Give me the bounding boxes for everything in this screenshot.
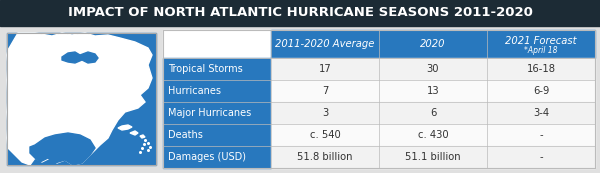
Bar (7, 33, 156, 165)
Text: *April 18: *April 18 (524, 46, 558, 55)
Bar (0, 0, 600, 26)
Bar (163, 124, 271, 146)
Text: c. 430: c. 430 (418, 130, 448, 140)
Text: 2020: 2020 (420, 39, 446, 49)
Text: c. 540: c. 540 (310, 130, 340, 140)
Text: 30: 30 (427, 64, 439, 74)
Bar (163, 30, 595, 168)
Text: 7: 7 (322, 86, 328, 96)
Bar (163, 146, 271, 168)
Bar (487, 58, 595, 80)
Text: 6: 6 (430, 108, 436, 118)
Text: 13: 13 (427, 86, 439, 96)
Bar (271, 80, 379, 102)
Bar (487, 80, 595, 102)
Bar (4, 30, 159, 168)
Text: 6-9: 6-9 (533, 86, 549, 96)
Text: Hurricanes: Hurricanes (168, 86, 221, 96)
Bar (271, 30, 595, 58)
Bar (7, 33, 156, 165)
Text: 3: 3 (322, 108, 328, 118)
Bar (163, 58, 271, 80)
Bar (379, 124, 487, 146)
Bar (379, 102, 487, 124)
Text: IMPACT OF NORTH ATLANTIC HURRICANE SEASONS 2011-2020: IMPACT OF NORTH ATLANTIC HURRICANE SEASO… (68, 7, 532, 20)
Bar (271, 58, 379, 80)
Text: 2011-2020 Average: 2011-2020 Average (275, 39, 374, 49)
Text: 51.1 billion: 51.1 billion (405, 152, 461, 162)
Bar (163, 80, 271, 102)
Polygon shape (130, 131, 138, 135)
Polygon shape (30, 133, 95, 165)
Text: Major Hurricanes: Major Hurricanes (168, 108, 251, 118)
Text: 51.8 billion: 51.8 billion (297, 152, 353, 162)
Bar (487, 124, 595, 146)
Text: 3-4: 3-4 (533, 108, 549, 118)
Text: -: - (539, 130, 543, 140)
Bar (379, 58, 487, 80)
Text: 16-18: 16-18 (527, 64, 556, 74)
Bar (271, 124, 379, 146)
Bar (487, 102, 595, 124)
Polygon shape (140, 135, 145, 138)
Text: Deaths: Deaths (168, 130, 203, 140)
Text: 2021 Forecast: 2021 Forecast (505, 36, 577, 46)
Polygon shape (118, 125, 132, 130)
Bar (271, 146, 379, 168)
Bar (271, 102, 379, 124)
Text: Damages (USD): Damages (USD) (168, 152, 246, 162)
Bar (379, 146, 487, 168)
Text: Tropical Storms: Tropical Storms (168, 64, 243, 74)
Bar (163, 30, 595, 168)
Bar (379, 80, 487, 102)
Bar (487, 146, 595, 168)
Bar (163, 102, 271, 124)
Text: 17: 17 (319, 64, 331, 74)
Polygon shape (7, 33, 152, 165)
Polygon shape (62, 52, 98, 63)
Text: -: - (539, 152, 543, 162)
